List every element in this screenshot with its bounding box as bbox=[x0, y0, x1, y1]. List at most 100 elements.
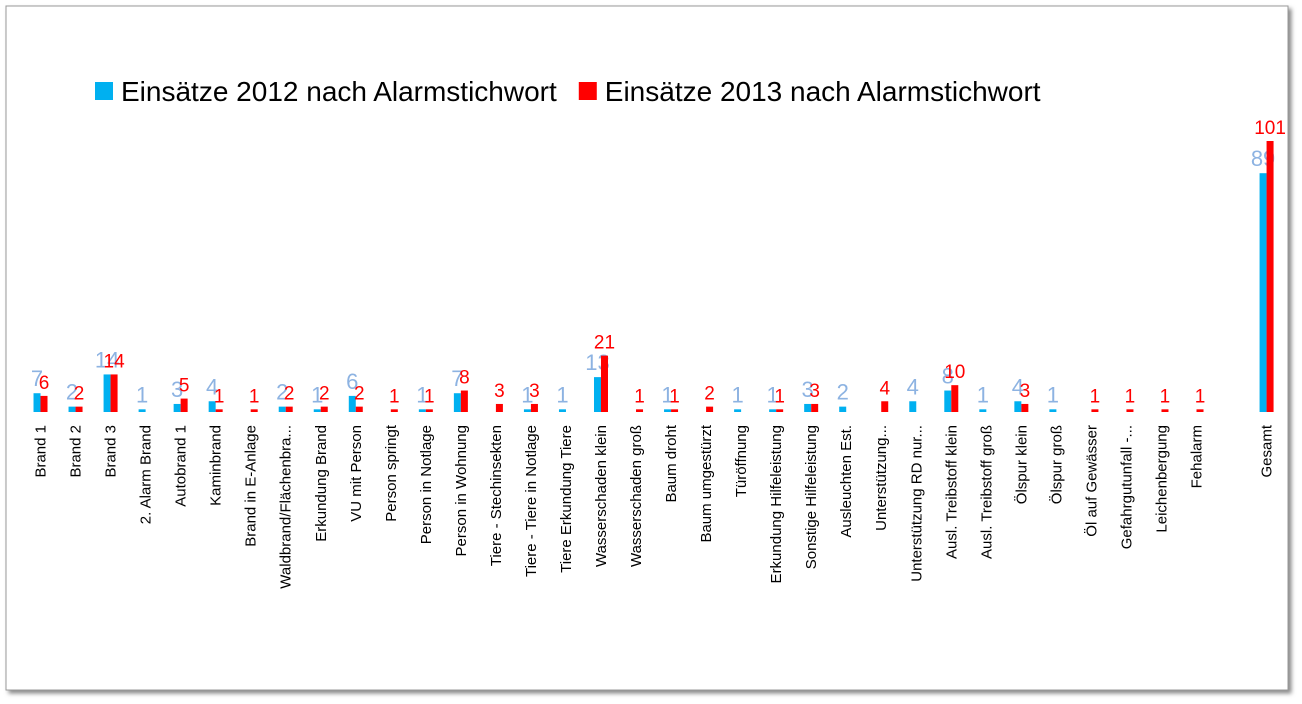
bar bbox=[418, 409, 426, 412]
value-label: 1 bbox=[214, 386, 225, 407]
x-tick-label: Person in Wohnung bbox=[453, 425, 470, 556]
bar bbox=[804, 403, 812, 412]
bar bbox=[1126, 409, 1134, 412]
x-tick-label: Kaminbrand bbox=[208, 425, 225, 506]
value-label: 2 bbox=[354, 384, 365, 405]
bar bbox=[734, 409, 742, 412]
value-label: 8 bbox=[459, 368, 470, 389]
bar bbox=[1266, 141, 1274, 412]
value-label: 101 bbox=[1254, 118, 1286, 139]
bar bbox=[313, 409, 321, 412]
bar bbox=[75, 406, 83, 412]
bar bbox=[1091, 409, 1099, 412]
bar bbox=[495, 403, 503, 412]
x-tick-label: Sonstige Hilfeleistung bbox=[803, 425, 820, 569]
x-tick-label: Ausl. Treibstoff klein bbox=[943, 425, 960, 559]
value-label: 3 bbox=[529, 381, 540, 402]
bar bbox=[1196, 409, 1204, 412]
value-label: 1 bbox=[424, 386, 435, 407]
bar bbox=[33, 393, 41, 412]
value-label: 14 bbox=[104, 351, 126, 372]
value-label: 1 bbox=[136, 382, 148, 407]
value-label: 1 bbox=[1090, 386, 1101, 407]
value-label: 3 bbox=[494, 381, 505, 402]
value-label: 1 bbox=[774, 386, 785, 407]
bar bbox=[979, 409, 987, 412]
value-label: 10 bbox=[944, 362, 965, 383]
value-label: 3 bbox=[802, 377, 814, 402]
bar bbox=[103, 374, 111, 412]
value-label: 7 bbox=[31, 366, 43, 391]
value-label: 1 bbox=[669, 386, 680, 407]
value-label: 4 bbox=[879, 378, 890, 399]
legend-label: Einsätze 2013 nach Alarmstichwort bbox=[605, 76, 1041, 107]
x-tick-label: Person in Notlage bbox=[418, 425, 435, 544]
x-tick-label: Brand in E-Anlage bbox=[243, 425, 260, 547]
bar bbox=[1049, 409, 1057, 412]
bar bbox=[1021, 403, 1029, 412]
x-tick-label: Wasserschaden klein bbox=[593, 425, 610, 567]
bar bbox=[523, 409, 531, 412]
bar bbox=[671, 409, 679, 412]
bar bbox=[110, 374, 118, 412]
value-label: 2 bbox=[284, 384, 295, 405]
x-tick-label: Türöffnung bbox=[733, 425, 750, 497]
legend: Einsätze 2012 nach Alarmstichwort Einsätz… bbox=[95, 76, 1041, 107]
bar bbox=[180, 398, 188, 412]
bar bbox=[881, 401, 889, 412]
bar bbox=[285, 406, 293, 412]
legend-label: Einsätze 2012 nach Alarmstichwort bbox=[121, 76, 557, 107]
value-label: 3 bbox=[1020, 381, 1031, 402]
bar bbox=[558, 409, 566, 412]
bar bbox=[68, 406, 76, 412]
bar bbox=[811, 403, 819, 412]
value-label: 1 bbox=[1160, 386, 1171, 407]
legend-swatch bbox=[95, 82, 113, 100]
x-tick-label: Leichenbergung bbox=[1153, 425, 1170, 533]
value-label: 4 bbox=[1012, 374, 1024, 399]
bar bbox=[1259, 173, 1267, 412]
x-tick-label: Autobrand 1 bbox=[173, 425, 190, 507]
x-tick-label: Baum umgestürzt bbox=[698, 424, 715, 542]
x-tick-label: Ausl. Treibstoff groß bbox=[978, 425, 995, 559]
x-tick-label: Fehalarm bbox=[1189, 425, 1206, 488]
bar bbox=[664, 409, 672, 412]
bar bbox=[215, 409, 223, 412]
x-tick-label: Wasserschaden groß bbox=[628, 425, 645, 567]
bar bbox=[173, 403, 181, 412]
x-tick-label: VU mit Person bbox=[348, 425, 365, 522]
value-label: 2 bbox=[74, 384, 85, 405]
x-tick-label: Gefahrgutunfall -... bbox=[1118, 425, 1135, 549]
bar bbox=[593, 377, 601, 412]
x-tick-label: 2. Alarm Brand bbox=[138, 425, 155, 524]
x-tick-label: Brand 2 bbox=[68, 425, 85, 478]
x-tick-label: Unterstützung... bbox=[873, 425, 890, 531]
x-tick-label: Erkundung Brand bbox=[313, 425, 330, 542]
bar bbox=[909, 401, 917, 412]
value-label: 1 bbox=[389, 386, 400, 407]
value-label: 1 bbox=[731, 382, 743, 407]
x-tick-label: Gesamt bbox=[1259, 424, 1276, 477]
bar bbox=[1161, 409, 1169, 412]
legend-swatch bbox=[578, 82, 597, 100]
bar bbox=[40, 395, 48, 412]
x-tick-label: Tiere - Stechinsekten bbox=[488, 425, 505, 566]
value-label: 14 bbox=[95, 347, 119, 372]
value-label: 1 bbox=[311, 382, 323, 407]
bar bbox=[355, 406, 363, 412]
value-label: 1 bbox=[249, 386, 260, 407]
value-label: 1 bbox=[634, 386, 645, 407]
value-label: 5 bbox=[179, 376, 190, 397]
value-label: 2 bbox=[66, 380, 78, 405]
bar bbox=[776, 409, 784, 412]
value-label: 1 bbox=[556, 382, 568, 407]
bar bbox=[320, 406, 328, 412]
value-label: 7 bbox=[451, 366, 463, 391]
bar bbox=[839, 406, 847, 412]
x-tick-label: Tiere - Tiere in Notlage bbox=[523, 425, 540, 577]
bar bbox=[706, 406, 714, 412]
value-label: 1 bbox=[977, 382, 989, 407]
bar bbox=[636, 409, 644, 412]
value-label: 1 bbox=[416, 382, 428, 407]
